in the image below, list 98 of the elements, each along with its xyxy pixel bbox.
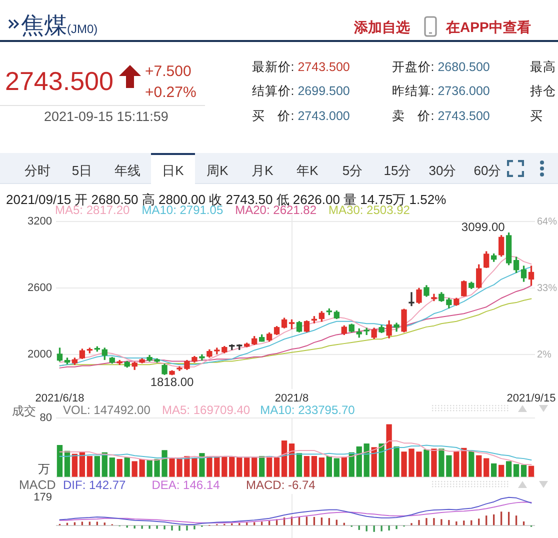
text: 2021-09-15 15:11:59 — [44, 109, 168, 124]
bar — [431, 448, 437, 477]
bar — [266, 456, 272, 477]
bar — [528, 466, 534, 477]
bar — [296, 453, 302, 477]
bar — [498, 464, 504, 477]
bar — [56, 444, 63, 477]
bar — [454, 452, 460, 477]
bar — [281, 440, 288, 477]
text: 添加自选 — [354, 19, 410, 37]
bar — [394, 446, 400, 477]
chart-title: MACD — [19, 478, 56, 492]
bar — [72, 454, 78, 477]
bar — [371, 447, 377, 477]
bar — [124, 457, 130, 477]
text: 5日 — [72, 162, 92, 180]
chart-title: 2021/09/15 开 2680.50 高 2800.00 收 2743.50 低 2626.00 量 14.75万 1.52% — [6, 191, 446, 207]
text: 持仓 — [530, 83, 556, 100]
y-tick-label: 2000 — [28, 348, 52, 361]
bar — [386, 424, 392, 477]
bar — [288, 443, 295, 477]
bar — [86, 456, 93, 477]
text: 日K — [162, 162, 184, 180]
annotation: 1818.00 — [150, 375, 194, 390]
x-tick-label: 2021/6/18 — [35, 392, 84, 405]
bar — [199, 453, 205, 477]
bar — [109, 457, 115, 477]
bar — [79, 452, 86, 477]
text: 焦煤 — [21, 11, 67, 40]
bar — [513, 464, 520, 477]
bar — [424, 449, 430, 477]
text: DEA: 146.14 — [152, 478, 220, 492]
text: +7.500 — [145, 63, 192, 80]
text: 2743.500 — [5, 66, 114, 97]
bar — [461, 448, 467, 477]
x-tick-label: 2021/9/15 — [506, 392, 556, 405]
text: 结算价: 2699.500 — [252, 83, 350, 100]
bar — [476, 455, 482, 477]
text: 60分 — [474, 162, 502, 180]
text: 买 价: 2743.000 — [252, 108, 350, 125]
bar — [94, 456, 100, 477]
bar — [244, 456, 250, 477]
bar — [378, 443, 384, 477]
bar — [468, 450, 474, 477]
text: MA10: 233795.70 — [260, 403, 355, 417]
bar — [491, 463, 497, 477]
bar — [64, 450, 70, 477]
bar — [258, 456, 265, 477]
y-tick-label: 3200 — [28, 216, 52, 228]
bar — [116, 458, 122, 477]
text: 买 — [530, 108, 543, 125]
bar — [229, 456, 235, 477]
y2-tick-label: 2% — [537, 349, 552, 360]
y-tick-label: 80 — [40, 412, 52, 424]
y-tick-label: 2600 — [28, 282, 52, 294]
text: 5分 — [342, 162, 363, 180]
bar — [334, 458, 340, 477]
text: 卖 价: 2743.500 — [392, 108, 490, 125]
text: 开盘价: 2680.500 — [392, 59, 490, 76]
bar — [364, 443, 370, 477]
text: MACD: -6.74 — [246, 478, 316, 492]
text: 月K — [252, 162, 274, 180]
x-tick-label: 2021/8 — [274, 392, 309, 405]
bar — [341, 456, 347, 477]
bar — [102, 452, 108, 477]
bar — [274, 457, 280, 477]
bar — [520, 464, 527, 477]
bar — [311, 456, 318, 477]
text: 年K — [296, 162, 318, 180]
text: VOL: 147492.00 — [63, 403, 150, 417]
y2-tick-label: 64% — [537, 216, 558, 228]
bar — [252, 457, 258, 477]
text: 15分 — [384, 162, 412, 180]
bar — [318, 457, 325, 477]
text: +0.27% — [145, 84, 196, 101]
text: (JM0) — [67, 22, 98, 36]
bar — [222, 456, 228, 477]
text: MA5: 169709.40 — [162, 403, 250, 417]
bar — [484, 458, 490, 477]
text: 在APP中查看 — [446, 19, 531, 37]
text: 最新价: 2743.500 — [252, 59, 350, 76]
text: 179 — [34, 491, 52, 504]
bar — [304, 456, 310, 477]
text: DIF: 142.77 — [63, 478, 126, 492]
text: 最高 — [530, 59, 556, 76]
bar — [506, 461, 512, 477]
y-axis-title: 万 — [38, 461, 50, 478]
y2-tick-label: 33% — [537, 282, 558, 294]
bar — [236, 456, 242, 477]
chart-title: 成交 — [12, 403, 36, 420]
annotation: 3099.00 — [461, 220, 506, 234]
bar — [326, 456, 332, 477]
text: 分时 — [24, 162, 50, 180]
text: 30分 — [428, 162, 456, 180]
text: 昨结算: 2736.000 — [392, 83, 490, 100]
text: 年线 — [114, 162, 140, 180]
text: 周K — [206, 162, 228, 180]
bar — [356, 446, 362, 477]
